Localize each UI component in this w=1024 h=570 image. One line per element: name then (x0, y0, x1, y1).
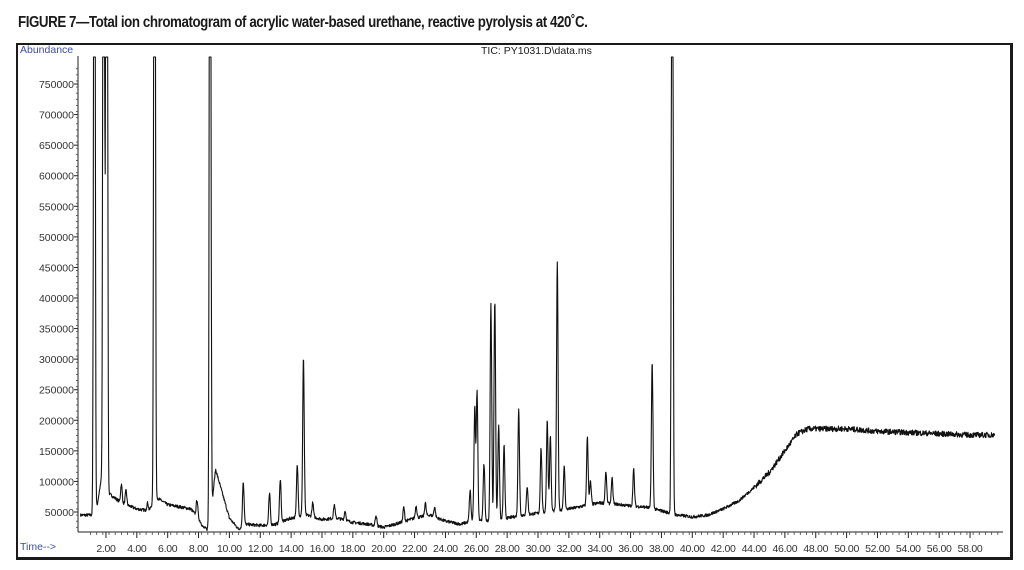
y-tick-label: 150000 (39, 446, 74, 458)
x-tick-label: 20.00 (371, 543, 396, 555)
x-tick-label: 52.00 (865, 543, 890, 555)
x-tick-label: 4.00 (127, 543, 147, 555)
y-tick-label: 50000 (45, 507, 74, 519)
figure-caption: FIGURE 7—Total ion chromatogram of acryl… (18, 14, 588, 31)
x-tick-label: 10.00 (217, 543, 242, 555)
x-tick-label: 54.00 (896, 543, 921, 555)
y-tick-label: 300000 (39, 354, 74, 366)
x-tick-label: 34.00 (587, 543, 612, 555)
x-axis-label: Time--> (20, 541, 57, 553)
chart-title: TIC: PY1031.D\data.ms (481, 45, 592, 57)
x-tick-label: 14.00 (279, 543, 304, 555)
y-tick-label: 250000 (39, 385, 74, 397)
x-tick-label: 50.00 (834, 543, 859, 555)
x-tick-label: 58.00 (958, 543, 983, 555)
x-tick-label: 38.00 (649, 543, 674, 555)
x-tick-label: 26.00 (464, 543, 489, 555)
y-tick-label: 450000 (39, 262, 74, 274)
x-tick-label: 28.00 (495, 543, 520, 555)
x-tick-label: 48.00 (803, 543, 828, 555)
y-tick-label: 100000 (39, 476, 74, 488)
x-tick-label: 42.00 (711, 543, 736, 555)
x-tick-label: 12.00 (248, 543, 273, 555)
x-tick-label: 36.00 (618, 543, 643, 555)
x-tick-label: 22.00 (402, 543, 427, 555)
y-tick-label: 200000 (39, 415, 74, 427)
y-tick-label: 400000 (39, 293, 74, 305)
x-tick-label: 32.00 (556, 543, 581, 555)
y-tick-label: 700000 (39, 110, 74, 122)
y-tick-label: 350000 (39, 324, 74, 336)
x-tick-label: 2.00 (96, 543, 116, 555)
axes: 50000 100000 150000 200000 250000 300000 35000… (39, 56, 1003, 555)
x-tick-label: 8.00 (189, 543, 209, 555)
y-tick-label: 550000 (39, 201, 74, 213)
x-tick-label: 40.00 (680, 543, 705, 555)
chart-frame (16, 43, 1013, 560)
y-tick-label: 500000 (39, 232, 74, 244)
x-tick-label: 56.00 (927, 543, 952, 555)
y-tick-label: 600000 (39, 171, 74, 183)
y-axis-label: Abundance (20, 44, 74, 56)
y-tick-label: 750000 (39, 79, 74, 91)
y-tick-label: 650000 (39, 140, 74, 152)
x-tick-label: 6.00 (158, 543, 178, 555)
x-tick-label: 44.00 (742, 543, 767, 555)
x-tick-label: 46.00 (772, 543, 797, 555)
x-tick-label: 24.00 (433, 543, 458, 555)
x-tick-label: 16.00 (310, 543, 335, 555)
x-tick-label: 18.00 (340, 543, 365, 555)
tic-trace (79, 56, 996, 532)
x-tick-label: 30.00 (526, 543, 551, 555)
